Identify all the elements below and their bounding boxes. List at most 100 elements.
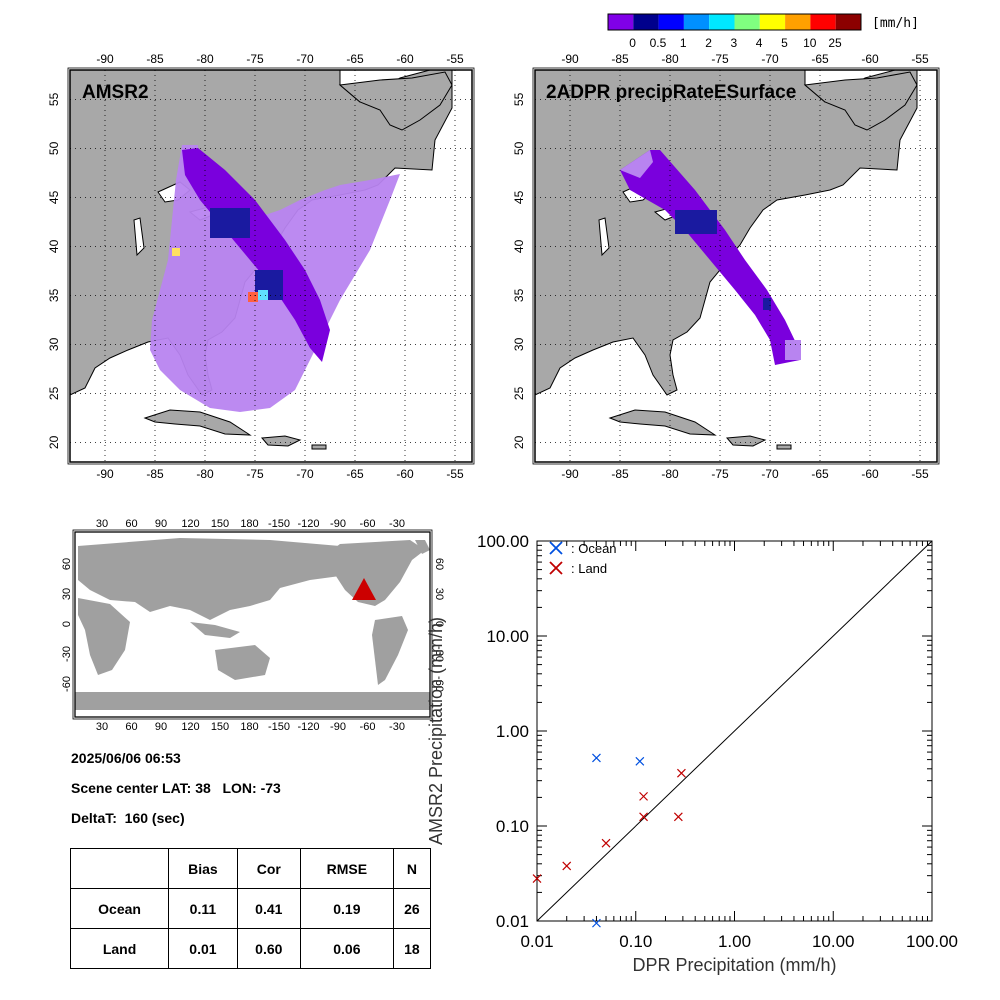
amsr2-map-title: AMSR2 bbox=[82, 82, 149, 103]
lat-tick-label: 20 bbox=[47, 435, 61, 449]
table-cell: 0.41 bbox=[236, 888, 301, 929]
lat-tick-label: 55 bbox=[47, 92, 61, 106]
globe-lon-tick-label: 60 bbox=[125, 518, 137, 530]
precip-band bbox=[182, 148, 330, 362]
amsr2-map-panel: -90 -90 -85 -85 -80 -80 -75 -75 -70 -70 -65 -65 -60 -… bbox=[40, 50, 495, 490]
lon-tick-label: -90 bbox=[96, 52, 114, 66]
globe-lon-tick-label: 150 bbox=[211, 518, 229, 530]
lon-tick-label: -80 bbox=[196, 467, 214, 481]
land-mass bbox=[776, 444, 792, 450]
globe-lon-tick-label: 90 bbox=[155, 518, 167, 530]
lon-tick-label: -60 bbox=[861, 467, 879, 481]
colorbar-tick-label: 25 bbox=[828, 36, 842, 50]
lon-tick-label: -90 bbox=[96, 467, 114, 481]
globe-frame bbox=[74, 531, 431, 718]
colorbar-tick-label: 0 bbox=[629, 36, 636, 50]
lon-tick-label: -75 bbox=[711, 467, 729, 481]
colorbar-tick-label: 10 bbox=[803, 36, 817, 50]
colorbar: 0 0.5 1 2 3 4 5 10 25 [mm/h] bbox=[606, 12, 986, 52]
colorbar-swatch bbox=[810, 14, 836, 30]
lon-tick-label: -60 bbox=[396, 467, 414, 481]
land-mass bbox=[143, 409, 252, 436]
lon-tick-label: -70 bbox=[296, 52, 314, 66]
globe-lat-tick-label: -30 bbox=[61, 646, 73, 662]
lon-tick-label: -55 bbox=[446, 467, 464, 481]
globe-lon-tick-label: -60 bbox=[360, 518, 376, 530]
globe-lat-tick-label: -60 bbox=[433, 676, 445, 692]
legend-marker bbox=[549, 541, 563, 555]
lat-tick-label: 30 bbox=[512, 337, 526, 351]
map-frame bbox=[534, 69, 938, 463]
lon-tick-label: -70 bbox=[761, 52, 779, 66]
lat-tick-label: 20 bbox=[512, 435, 526, 449]
lat-tick-label: 45 bbox=[512, 190, 526, 204]
precip-heavy-cell bbox=[675, 210, 717, 234]
colorbar-swatch bbox=[709, 14, 735, 30]
table-row: Ocean 0.11 0.41 0.19 26 bbox=[69, 888, 432, 929]
globe-lon-tick-label: 30 bbox=[96, 721, 108, 733]
lon-tick-label: -65 bbox=[346, 52, 364, 66]
globe-lon-tick-label: -30 bbox=[389, 721, 405, 733]
precip-swath-edge bbox=[620, 150, 653, 178]
map-frame bbox=[67, 67, 475, 465]
globe-lon-tick-label: -120 bbox=[297, 518, 319, 530]
table-header-cell: Bias bbox=[168, 848, 238, 889]
table-cell: Ocean bbox=[69, 888, 170, 929]
data-point bbox=[562, 861, 572, 871]
data-point bbox=[639, 791, 648, 801]
lon-tick-label: -90 bbox=[561, 467, 579, 481]
colorbar-tick-label: 5 bbox=[781, 36, 788, 50]
x-tick-label: 10.00 bbox=[812, 932, 855, 951]
data-point bbox=[532, 874, 542, 883]
globe-lon-tick-label: 90 bbox=[155, 721, 167, 733]
colorbar-swatch bbox=[785, 14, 811, 30]
precip-swath bbox=[620, 150, 800, 365]
amsr2-map: -90 -90 -85 -85 -80 -80 -75 -75 -70 -70 -65 -65 -60 -… bbox=[47, 52, 495, 481]
x-tick-label: 0.01 bbox=[520, 932, 553, 951]
precip-heavy-cell bbox=[210, 208, 250, 238]
world-locator-panel: 30 30 60 60 90 90 120 120 150 150 180 180 -150 -150 -1… bbox=[40, 510, 455, 735]
table-header-cell: N bbox=[392, 848, 432, 889]
legend-label: : Land bbox=[571, 561, 607, 576]
lat-tick-label: 40 bbox=[512, 239, 526, 253]
data-point bbox=[673, 812, 683, 822]
lat-tick-label: 35 bbox=[512, 288, 526, 302]
lat-tick-label: 30 bbox=[47, 337, 61, 351]
colorbar-tick-label: 2 bbox=[705, 36, 712, 50]
lat-tick-label: 50 bbox=[512, 141, 526, 155]
land-mass bbox=[190, 622, 240, 638]
world-locator-map: 30 30 60 60 90 90 120 120 150 150 180 180 -150 -150 -1… bbox=[61, 518, 445, 733]
scene-location-marker bbox=[352, 578, 376, 600]
lat-tick-label: 55 bbox=[512, 92, 526, 106]
land-mass bbox=[725, 435, 767, 447]
data-point bbox=[601, 838, 611, 848]
table-header-row: Bias Cor RMSE N bbox=[69, 848, 432, 889]
globe-lon-tick-label: 150 bbox=[211, 721, 229, 733]
globe-lat-tick-label: 60 bbox=[433, 558, 445, 570]
data-point bbox=[592, 918, 601, 928]
data-point bbox=[635, 756, 645, 766]
colorbar-swatch bbox=[608, 14, 634, 30]
precip-intense-cell bbox=[258, 290, 268, 300]
globe-lon-tick-label: -150 bbox=[268, 518, 290, 530]
globe-frame bbox=[72, 529, 433, 720]
lon-tick-label: -85 bbox=[611, 52, 629, 66]
map-frame bbox=[69, 69, 473, 463]
colorbar-swatch bbox=[658, 14, 684, 30]
data-point bbox=[639, 812, 648, 822]
globe-lon-tick-label: -90 bbox=[330, 721, 346, 733]
table-cell: 26 bbox=[392, 888, 432, 929]
lon-tick-label: -65 bbox=[811, 467, 829, 481]
table-header-cell bbox=[69, 848, 170, 889]
globe-lat-tick-label: 60 bbox=[61, 558, 73, 570]
globe-lat-tick-label: -30 bbox=[433, 646, 445, 662]
dpr-map-panel: -90 -90 -85 -85 -80 -80 -75 -75 -70 -70 -65 -65 -60 -… bbox=[505, 50, 960, 490]
colorbar-tick-label: 0.5 bbox=[650, 36, 667, 50]
lat-tick-label: 45 bbox=[47, 190, 61, 204]
land-mass bbox=[260, 435, 302, 447]
y-tick-label: 10.00 bbox=[486, 627, 529, 646]
scatter-panel: 0.01 0.01 0.10 0.10 1.00 1.00 10.00 10.00 100.00… bbox=[420, 520, 980, 995]
globe-lon-tick-label: 180 bbox=[240, 721, 258, 733]
lon-tick-label: -90 bbox=[561, 52, 579, 66]
lat-tick-label: 35 bbox=[47, 288, 61, 302]
